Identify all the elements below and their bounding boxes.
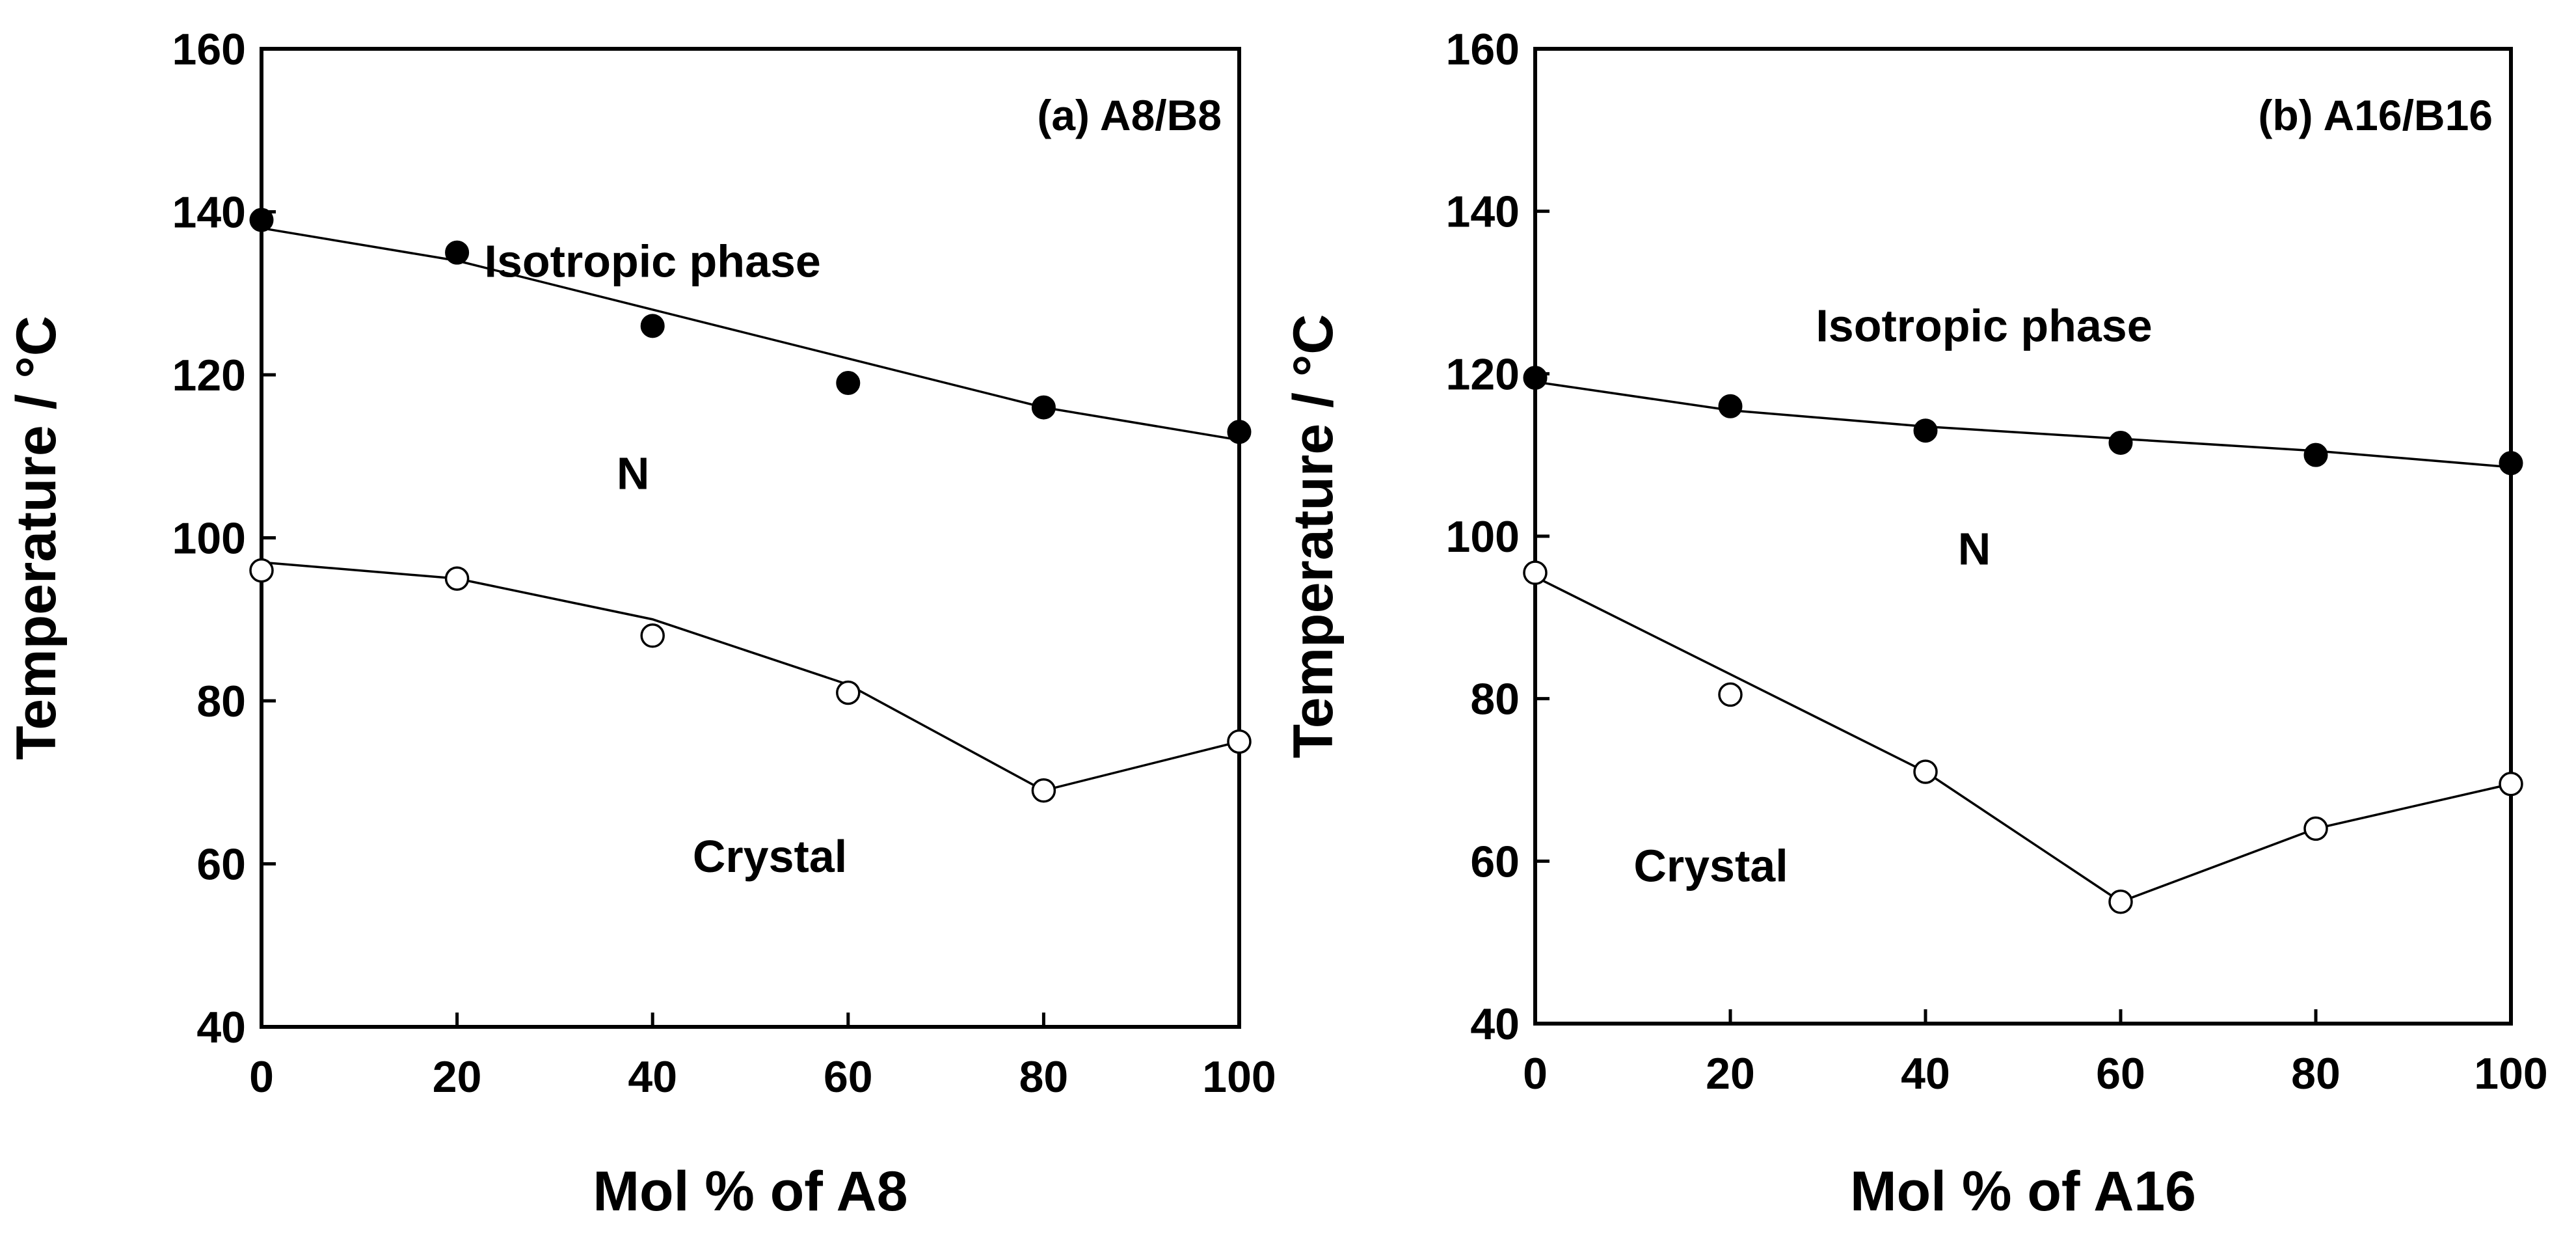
region-label: N — [617, 448, 650, 498]
x-tick-label: 40 — [1901, 1049, 1950, 1098]
open-data-point — [836, 680, 861, 705]
filled-data-point — [640, 314, 665, 338]
filled-data-point — [445, 240, 470, 265]
fit-line — [261, 226, 1240, 441]
filled-data-point — [1718, 394, 1743, 418]
fit-line — [261, 561, 1240, 792]
region-label: Isotropic phase — [485, 236, 821, 287]
filled-data-point — [1523, 366, 1548, 390]
panel-a16-b16: 40 60 80 100 120 140 160 0 20 40 60 80 100 Mol % of A… — [1282, 25, 2548, 1223]
open-data-point — [2499, 771, 2523, 796]
filled-data-point — [1913, 418, 1938, 443]
y-tick-label: 160 — [1446, 25, 1520, 74]
filled-data-point — [2303, 442, 2328, 467]
y-tick-label: 100 — [172, 514, 246, 564]
open-data-point — [1718, 682, 1743, 707]
y-tick-label: 80 — [196, 677, 246, 726]
x-tick-label: 80 — [2291, 1049, 2341, 1098]
y-axis-title: Temperature / °C — [1282, 314, 1345, 759]
fit-line — [1535, 575, 2512, 903]
y-axis-title: Temperature / °C — [5, 316, 68, 760]
region-label: Crystal — [693, 831, 847, 882]
region-label: N — [1958, 524, 1991, 575]
panel-a8-b8: 40 60 80 100 120 140 160 0 20 40 60 80 100 Mol % of A… — [5, 25, 1276, 1223]
filled-data-point — [249, 208, 274, 232]
x-tick-label: 60 — [824, 1052, 873, 1102]
y-tick-label: 120 — [1446, 349, 1520, 399]
x-axis-title: Mol % of A16 — [1850, 1160, 2196, 1223]
filled-data-point — [1227, 420, 1252, 444]
y-tick-label: 60 — [1470, 837, 1520, 886]
open-data-point — [1523, 560, 1548, 585]
x-tick-label: 60 — [2096, 1049, 2145, 1098]
x-tick-label: 20 — [433, 1052, 482, 1102]
open-data-point — [1913, 759, 1938, 784]
y-tick-label: 80 — [1470, 675, 1520, 724]
filled-data-point — [1031, 395, 1056, 420]
y-tick-label: 40 — [1470, 1000, 1520, 1049]
x-tick-label: 100 — [2474, 1049, 2547, 1098]
y-tick-label: 40 — [196, 1003, 246, 1052]
x-tick-label: 20 — [1706, 1049, 1755, 1098]
x-tick-label: 80 — [1019, 1052, 1069, 1102]
y-tick-label: 100 — [1446, 512, 1520, 562]
open-data-point — [1227, 729, 1252, 754]
region-label: Crystal — [1633, 841, 1788, 892]
x-tick-label: 0 — [249, 1052, 274, 1102]
y-tick-label: 160 — [172, 25, 246, 74]
x-tick-label: 100 — [1202, 1052, 1276, 1102]
open-data-point — [444, 566, 470, 591]
x-tick-label: 0 — [1523, 1049, 1548, 1098]
panel-title: (b) A16/B16 — [2258, 91, 2493, 139]
open-data-point — [2303, 816, 2328, 841]
x-axis-title: Mol % of A8 — [593, 1160, 907, 1223]
x-tick-label: 40 — [628, 1052, 677, 1102]
open-data-point — [249, 558, 274, 583]
region-label: Isotropic phase — [1816, 300, 2152, 351]
y-tick-label: 60 — [196, 840, 246, 890]
filled-data-point — [2108, 430, 2133, 455]
y-tick-label: 140 — [172, 188, 246, 238]
filled-data-point — [836, 371, 861, 396]
fit-line — [1535, 381, 2512, 469]
open-data-point — [2108, 890, 2133, 914]
panel-title: (a) A8/B8 — [1037, 91, 1222, 139]
y-tick-label: 140 — [1446, 187, 1520, 237]
open-data-point — [1031, 778, 1056, 803]
open-data-point — [640, 623, 665, 648]
filled-data-point — [2499, 451, 2523, 476]
y-tick-label: 120 — [172, 351, 246, 400]
